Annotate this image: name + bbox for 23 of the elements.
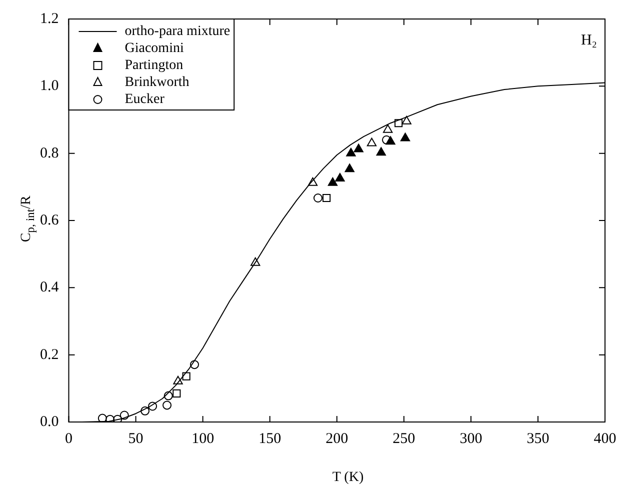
legend-label: Eucker	[124, 92, 165, 108]
x-tick-label: 350	[526, 430, 550, 447]
y-tick-label: 1.2	[40, 10, 59, 27]
y-tick-label: 0.8	[40, 145, 59, 162]
legend-label: Brinkworth	[124, 75, 190, 90]
x-tick-label: 250	[392, 430, 416, 447]
x-tick-label: 200	[326, 430, 348, 447]
y-tick-label: 0.0	[40, 414, 59, 430]
x-axis-title: T (K)	[331, 470, 365, 486]
x-tick-label: 150	[258, 430, 282, 447]
x-tick-label: 400	[594, 430, 616, 447]
x-tick-label: 100	[192, 430, 214, 447]
legend-label: ortho-para mixture	[124, 24, 230, 40]
y-tick-label: 1.0	[40, 78, 59, 94]
x-tick-label: 50	[128, 430, 144, 447]
legend-label: Partington	[124, 58, 184, 74]
legend-label: Giacomini	[124, 41, 184, 56]
y-tick-label: 0.4	[40, 280, 60, 296]
annotation: H₂	[580, 32, 597, 48]
x-tick-label: 0	[65, 430, 72, 447]
y-tick-label: 0.2	[40, 346, 59, 363]
x-tick-label: 300	[460, 430, 482, 447]
y-tick-label: 0.6	[40, 212, 60, 228]
